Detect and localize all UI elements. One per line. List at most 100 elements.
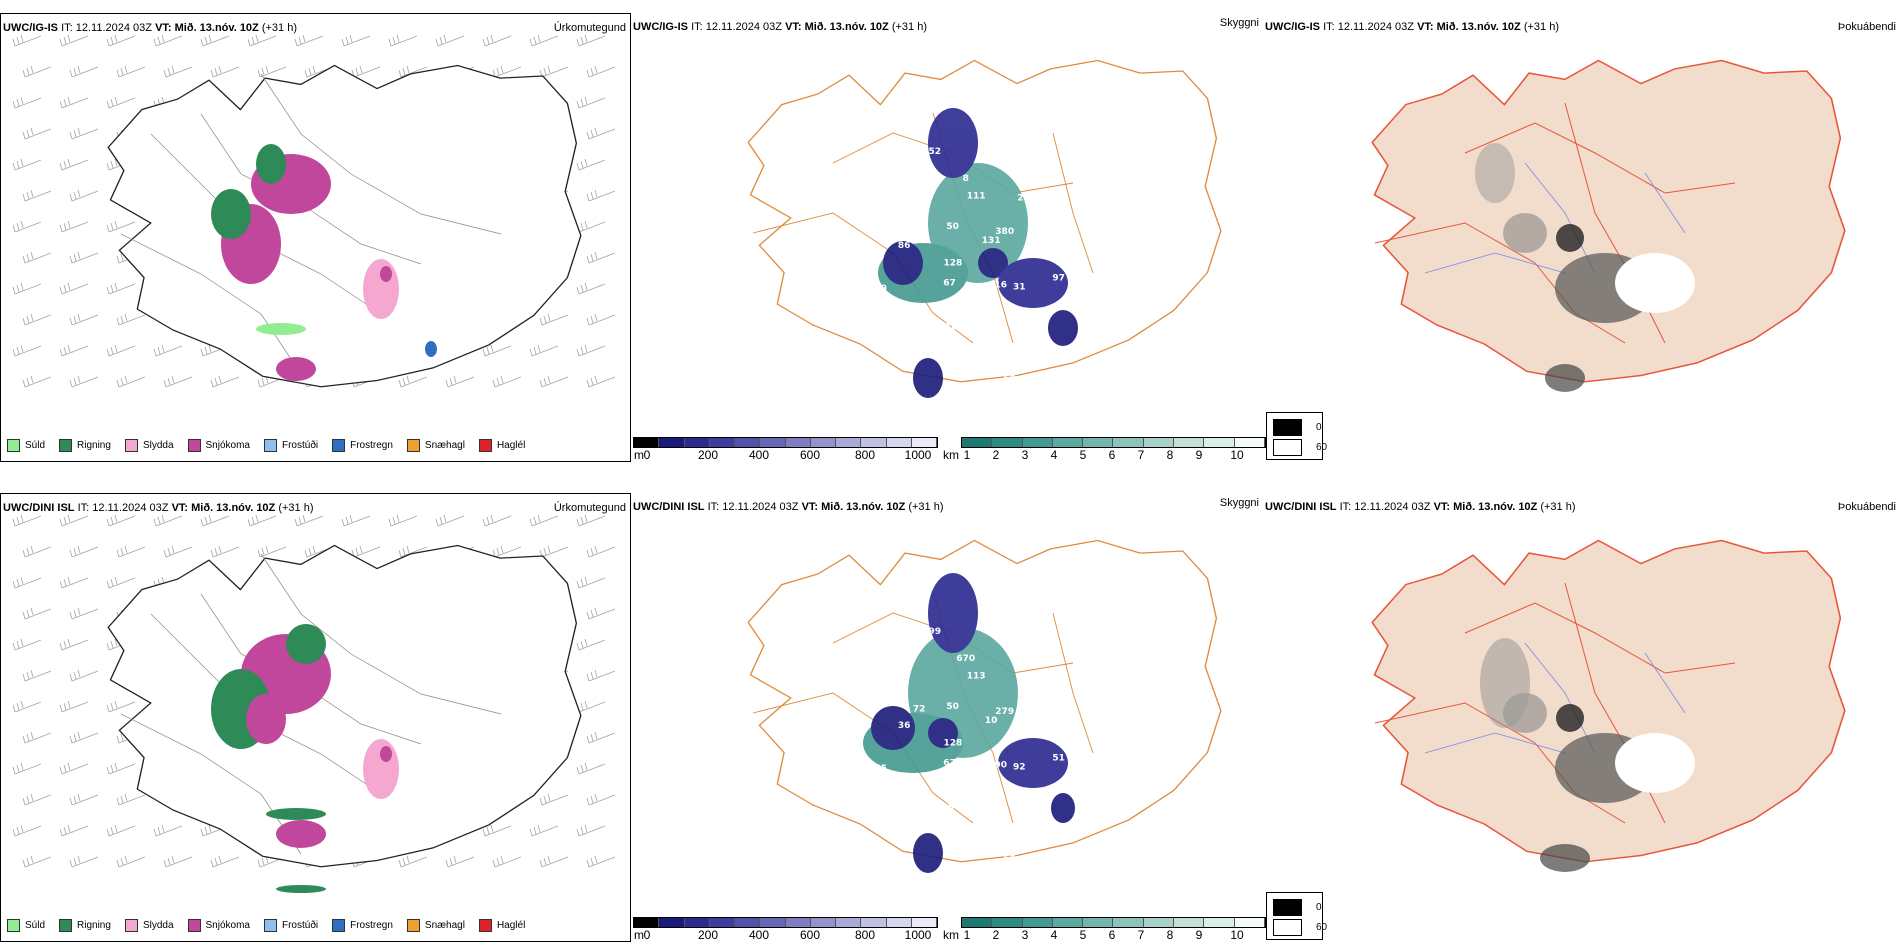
panel-title: Þokuábendi [1837, 501, 1896, 513]
wind-barb-icon [586, 793, 616, 806]
wind-barb-icon [445, 855, 475, 868]
wind-barb-icon [529, 34, 559, 47]
wind-barb-icon [257, 65, 287, 78]
cloud-height-label: 47 [1071, 251, 1084, 261]
legend-item: Frostregn [332, 919, 393, 932]
panel-header: UWC/DINI ISL IT: 12.11.2024 03Z VT: Mið.… [3, 502, 314, 514]
cloud-height-label: 128 [944, 739, 963, 749]
wind-barb-icon [576, 158, 606, 171]
wind-barb-icon [12, 158, 42, 171]
wind-barb-icon [210, 65, 240, 78]
legend-item: Slydda [124, 439, 174, 452]
height-colorbar [633, 917, 938, 928]
wind-barb-icon [22, 65, 52, 78]
colorbar-step [992, 918, 1023, 927]
cloud-height-label: 93 [948, 803, 961, 813]
cloud-height-label: 52 [929, 147, 942, 157]
precip-map-svg [12, 34, 616, 388]
legend-swatch [7, 439, 20, 452]
legend-swatch [478, 919, 492, 932]
wind-barb-icon [576, 34, 606, 47]
wind-barb-icon [106, 96, 136, 109]
wind-barb-icon [106, 700, 136, 713]
legend-swatch [406, 439, 420, 452]
fog-map-svg [1371, 539, 1846, 872]
wind-barb-icon [341, 514, 371, 527]
legend-item: Rigning [59, 439, 111, 452]
colorbar-step [810, 918, 836, 927]
cloud-height-label: 55 [1003, 855, 1016, 865]
wind-barb-icon [576, 344, 606, 357]
colorbar-step [709, 438, 735, 447]
cloud-height-label: 279 [995, 707, 1014, 717]
wind-barb-icon [163, 855, 193, 868]
cloud-height-label: 72 [913, 705, 926, 715]
cloud-height-label: 117 [1009, 594, 1028, 604]
legend-swatch [332, 439, 346, 452]
wind-barb-icon [22, 127, 52, 140]
legend-swatch [124, 919, 138, 932]
wind-barb-icon [576, 96, 606, 109]
wind-barb-icon [529, 824, 559, 837]
legend-swatch [7, 919, 20, 932]
wind-barb-icon [539, 65, 569, 78]
wind-barb-icon [163, 65, 193, 78]
wind-barb-icon [539, 313, 569, 326]
wind-barb-icon [257, 855, 287, 868]
precip-legend: Súld Rigning Slydda Snjókoma Frostúði Fr… [7, 919, 525, 932]
colorbar-step [760, 438, 786, 447]
panel-title: Úrkomutegund [553, 502, 626, 514]
wind-barb-icon [22, 607, 52, 620]
wind-barb-icon [12, 700, 42, 713]
wind-barb-icon [200, 34, 230, 47]
cloud-height-label: 113 [967, 671, 986, 681]
cloud-map-svg: 131 128 111 16 89 252 100 52 97 59 30 68 50 380 67 8 31 8… [747, 59, 1222, 398]
wind-barb-icon [482, 514, 512, 527]
wind-barb-icon [586, 313, 616, 326]
wind-barb-icon [586, 731, 616, 744]
colorbar-step [1143, 438, 1175, 447]
colorbar-step [911, 918, 937, 927]
wind-barb-icon [388, 34, 418, 47]
cloud-height-label: 59 [875, 284, 888, 294]
wind-barb-icon [106, 762, 136, 775]
legend-swatch [124, 439, 138, 452]
visibility-colorbar [961, 437, 1266, 448]
wind-barb-icon [482, 344, 512, 357]
cloud-height-label: 50 [946, 222, 959, 232]
colorbar-step [886, 918, 912, 927]
wind-barb-icon [106, 344, 136, 357]
colorbar-step [1052, 918, 1084, 927]
wind-barb-icon [586, 251, 616, 264]
cloud-height-label: 68 [1003, 375, 1016, 385]
precip-map-svg [12, 514, 616, 893]
cloud-height-label: 8 [963, 174, 969, 184]
wind-barb-icon [576, 638, 606, 651]
legend-item: Snæhagl [406, 919, 465, 932]
cloud-height-label: 97 [1052, 274, 1065, 284]
wind-barb-icon [492, 375, 522, 388]
height-unit: m [634, 448, 644, 462]
colorbar-step [962, 438, 993, 447]
wind-barb-icon [106, 34, 136, 47]
wind-barb-icon [445, 375, 475, 388]
wind-barb-icon [539, 545, 569, 558]
cloud-height-label: 04 [1021, 647, 1034, 657]
wind-barb-icon [153, 344, 183, 357]
wind-barb-icon [351, 545, 381, 558]
legend-swatch [263, 439, 277, 452]
wind-barb-icon [59, 576, 89, 589]
wind-barb-icon [69, 793, 99, 806]
colorbar-step [1052, 438, 1084, 447]
colorbar-step [1174, 918, 1205, 927]
wind-barb-icon [482, 34, 512, 47]
wind-barb-icon [22, 189, 52, 202]
wind-barb-icon [200, 344, 230, 357]
wind-barb-icon [492, 545, 522, 558]
wind-barb-icon [351, 65, 381, 78]
wind-barb-icon [12, 344, 42, 357]
wind-barb-icon [539, 855, 569, 868]
wind-barb-icon [435, 514, 465, 527]
colorbar-step [1022, 918, 1053, 927]
wind-barb-icon [529, 344, 559, 357]
